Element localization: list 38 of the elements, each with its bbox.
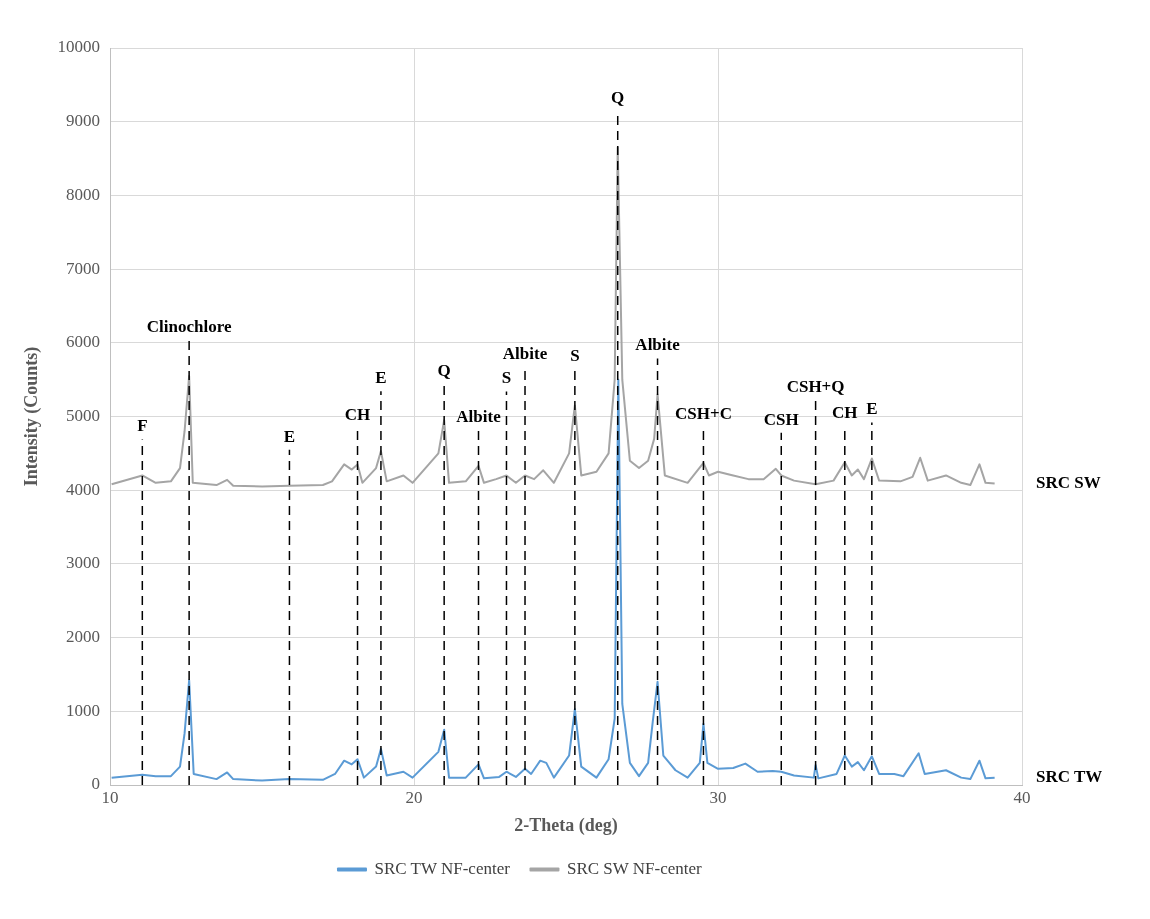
ref-line-label: E	[375, 368, 387, 388]
y-tick-label: 2000	[66, 627, 101, 647]
y-tick-label: 0	[91, 774, 101, 794]
ref-line-label: E	[866, 399, 878, 419]
ref-line-label: Albite	[502, 344, 548, 364]
x-tick-label: 10	[101, 787, 119, 807]
ref-line-label: CSH	[763, 409, 799, 429]
legend-label: SRC SW NF-center	[566, 858, 703, 878]
y-tick-label: 1000	[66, 700, 101, 720]
y-tick-label: 9000	[66, 111, 101, 131]
y-tick-label: 8000	[66, 184, 101, 204]
ref-line-label: F	[137, 416, 148, 436]
y-tick-label: 7000	[66, 258, 101, 278]
ref-line-label: CH	[832, 403, 858, 423]
x-tick-label: 30	[709, 787, 727, 807]
ref-line-label: Albite	[456, 406, 502, 426]
x-axis-title: 2-Theta (deg)	[514, 814, 618, 836]
ref-line-label: E	[283, 426, 296, 446]
text: SRC SW	[1036, 472, 1101, 492]
ref-line-label: CH	[344, 405, 371, 425]
y-tick-label: 6000	[66, 332, 101, 352]
ref-line-label: S	[570, 346, 580, 366]
text: SRC TW	[1036, 767, 1103, 787]
x-tick-label: 40	[1013, 787, 1031, 807]
ref-line-label: Clinochlore	[146, 316, 232, 336]
ref-line-label: CSH+C	[674, 403, 732, 423]
y-tick-label: 4000	[66, 479, 101, 499]
y-axis-title: Intensity (Counts)	[21, 346, 43, 487]
legend-label: SRC TW NF-center	[374, 858, 511, 878]
y-tick-label: 3000	[66, 553, 101, 573]
ref-line-label: Q	[611, 88, 625, 108]
ref-line-label: Q	[437, 361, 451, 381]
x-tick-label: 20	[405, 787, 423, 807]
ref-line-label: CSH+Q	[786, 377, 845, 397]
y-tick-label: 10000	[57, 37, 101, 57]
y-tick-label: 5000	[66, 405, 101, 425]
ref-line-label: Albite	[635, 335, 681, 355]
ref-line-label: S	[501, 368, 512, 388]
